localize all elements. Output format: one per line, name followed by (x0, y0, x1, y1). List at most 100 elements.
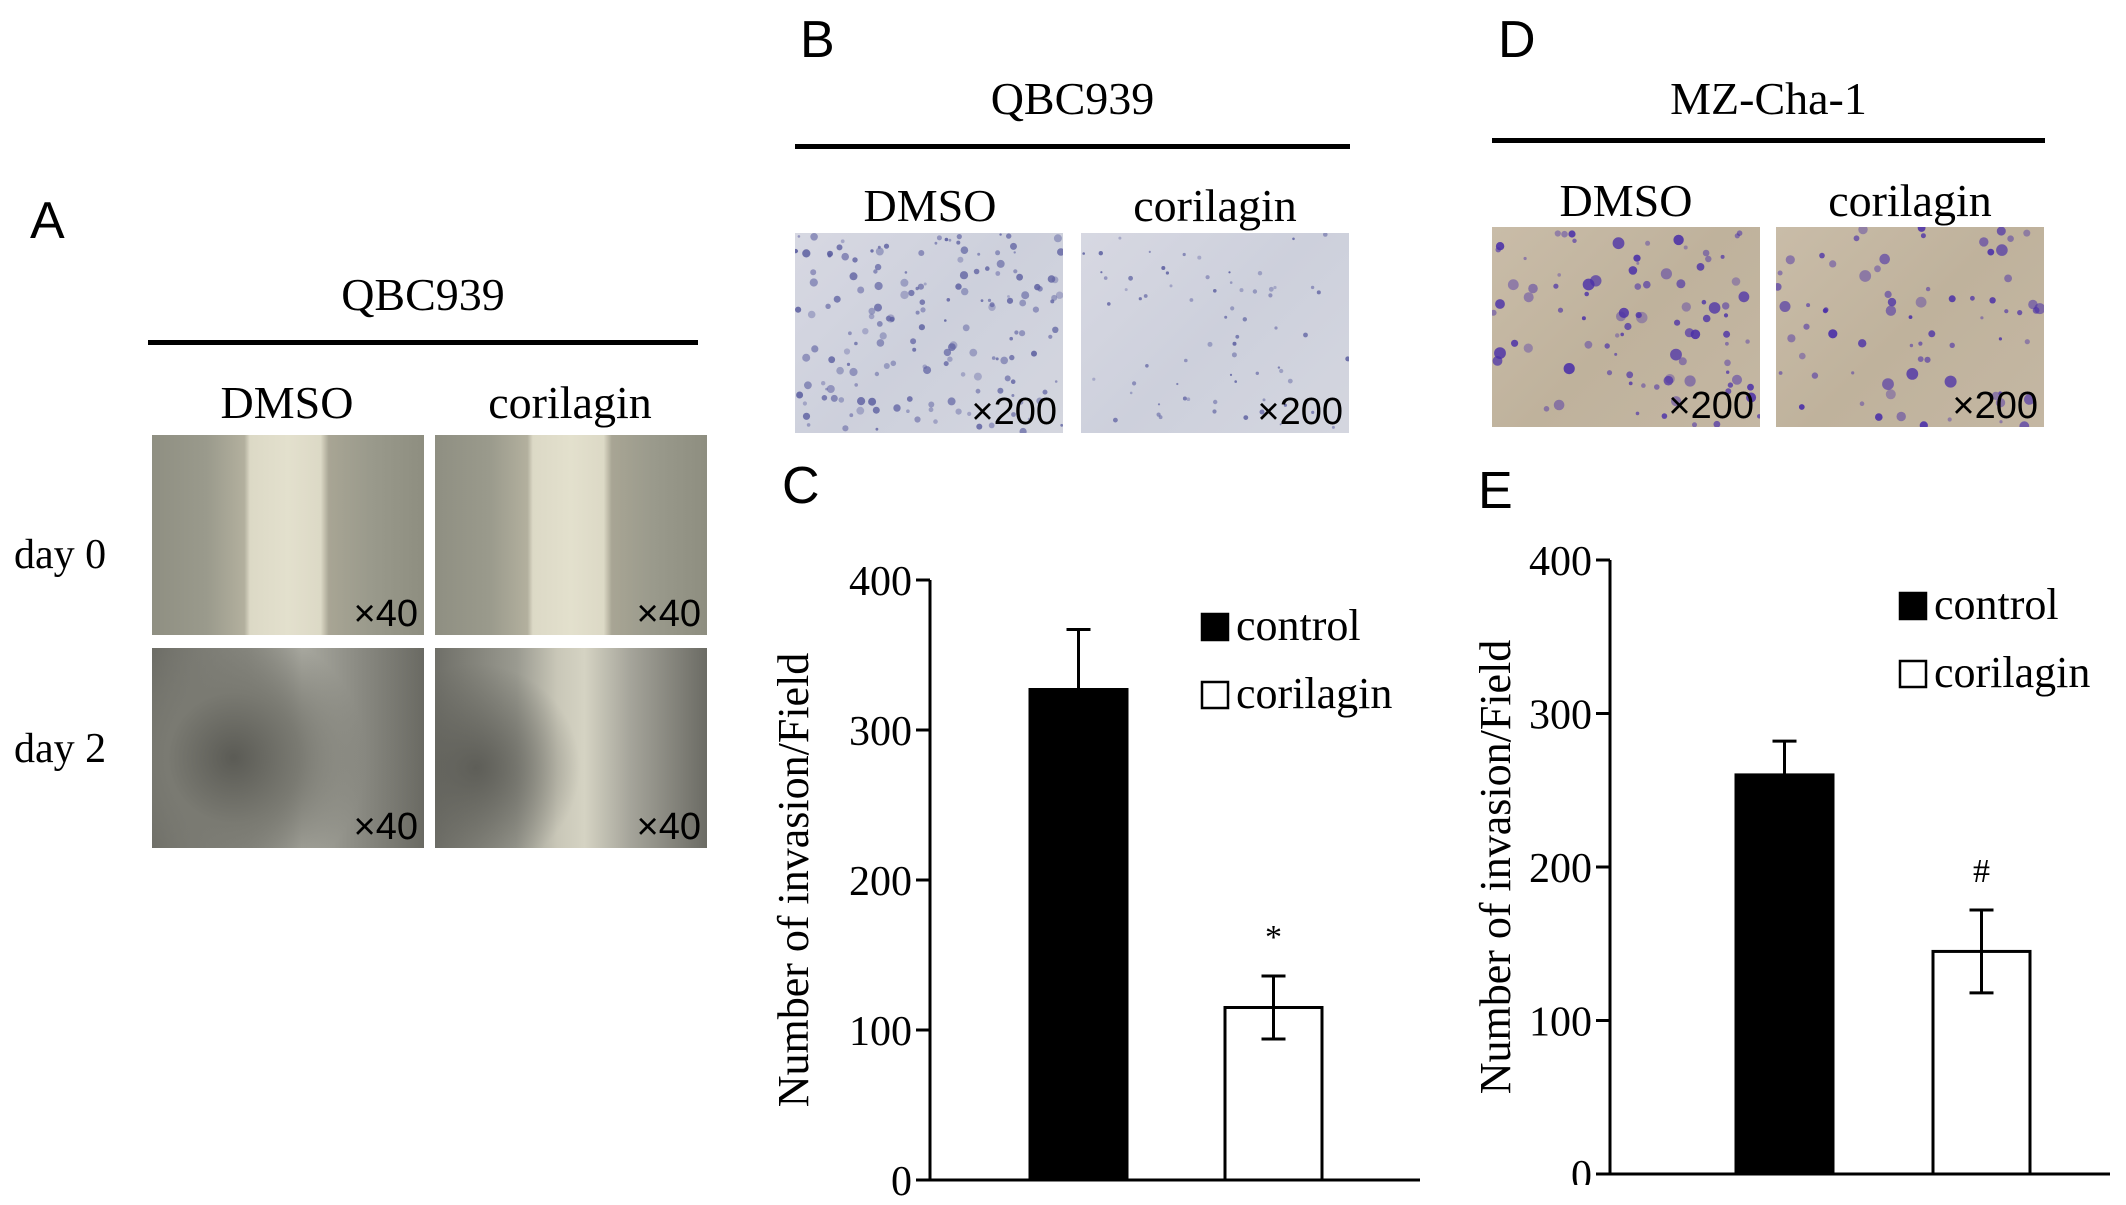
cell-dot (1909, 343, 1914, 348)
cell-dot (1998, 337, 2002, 341)
cell-dot (918, 324, 925, 331)
cell-dot (1259, 409, 1265, 415)
cell-dot (1213, 289, 1217, 293)
y-tick-label: 200 (849, 859, 912, 905)
cell-dot (1303, 332, 1308, 338)
cell-dot (1009, 336, 1013, 341)
cell-dot (876, 339, 885, 347)
cell-dot (877, 245, 881, 249)
cell-dot (840, 239, 845, 244)
cell-dot (1590, 275, 1602, 287)
cell-dot (1232, 341, 1237, 346)
cell-dot (826, 385, 835, 393)
cell-dot (1684, 375, 1696, 387)
bar-chart-e: 0 100 200 300 400 Number of invasion/Field # co… (1471, 539, 2110, 1185)
cell-dot (1189, 298, 1194, 302)
cell-dot (1169, 284, 1173, 288)
cell-dot (838, 397, 845, 403)
cell-dot (1785, 255, 1795, 265)
cell-dot (1274, 326, 1278, 330)
cell-dot (2017, 310, 2023, 316)
bar-control (1028, 688, 1129, 1182)
cell-dot (1779, 301, 1791, 312)
panel-a-rule (148, 340, 698, 345)
cell-dot (2004, 274, 2012, 283)
cell-dot (849, 413, 854, 418)
cell-dot (856, 406, 865, 415)
cell-dot (1696, 263, 1705, 271)
cell-dot (1643, 280, 1651, 289)
legend-swatch (1200, 680, 1230, 710)
cell-dot (1303, 400, 1308, 405)
cell-dot (961, 287, 969, 296)
cell-dot (980, 299, 984, 302)
cell-dot (948, 343, 956, 351)
cell-dot (1492, 309, 1497, 316)
cell-dot (1778, 371, 1783, 375)
cell-dot (1228, 271, 1231, 274)
cell-dot (885, 315, 892, 322)
cell-dot (1243, 415, 1249, 420)
y-tick-label: 100 (1529, 1000, 1592, 1046)
cell-dot (1896, 411, 1906, 422)
cell-dot (1928, 330, 1936, 338)
micrograph-a-dmso-day0: ×40 (152, 435, 424, 635)
cell-dot (875, 427, 879, 431)
y-tick-label: 100 (849, 1009, 912, 1055)
cell-dot (1212, 409, 1217, 414)
cell-dot (1543, 406, 1550, 412)
cell-dot (827, 250, 833, 257)
panel-a-row-day0: day 0 (14, 532, 107, 578)
cell-dot (1720, 254, 1725, 259)
legend-swatch (1898, 659, 1928, 689)
cell-dot (1636, 261, 1640, 265)
cell-dot (1799, 352, 1806, 360)
cell-dot (1683, 245, 1688, 250)
cell-dot (1568, 230, 1576, 238)
panel-b-col-corilagin: corilagin (1133, 180, 1297, 231)
cell-dot (1132, 381, 1137, 386)
cell-dot (1148, 250, 1151, 253)
cell-dot (868, 397, 877, 406)
cell-dot (811, 345, 819, 353)
cell-dot (1676, 279, 1686, 289)
cell-dot (1746, 392, 1757, 403)
cell-dot (830, 394, 838, 402)
cell-dot (1007, 295, 1010, 298)
cell-dot (997, 387, 1004, 394)
cell-dot (846, 362, 851, 366)
significance-mark: # (1973, 853, 1990, 890)
cell-dot (1999, 420, 2003, 424)
cell-dot (991, 356, 996, 360)
cell-dot (1242, 317, 1247, 322)
cell-dot (893, 404, 901, 412)
cell-dot (1882, 378, 1894, 390)
cell-dot (2024, 339, 2030, 345)
cell-dot (1663, 375, 1674, 386)
cell-dot (821, 381, 826, 386)
cell-dot (976, 423, 983, 430)
cell-dot (1021, 291, 1030, 300)
cell-dot (967, 411, 972, 416)
cell-dot (1165, 271, 1169, 275)
cell-dot (1787, 334, 1796, 343)
cell-dot (1052, 326, 1059, 333)
cell-dot (1925, 286, 1931, 292)
cell-dot (1722, 302, 1730, 310)
cell-dot (1262, 398, 1266, 402)
cell-stain-dots (795, 233, 1063, 433)
cell-dot (955, 283, 962, 290)
cell-dot (1060, 423, 1063, 427)
magnification-label: ×200 (1952, 385, 2038, 427)
cell-dot (906, 409, 910, 413)
micrograph-a-corilagin-day2: ×40 (435, 648, 707, 848)
cell-dot (1995, 398, 2006, 408)
cell-dot (1019, 427, 1027, 433)
cell-dot (995, 357, 999, 361)
cell-dot (797, 235, 801, 238)
cell-dot (1725, 388, 1732, 395)
panel-letter-d: D (1498, 11, 1536, 69)
cell-dot (1157, 403, 1161, 406)
cell-dot (1572, 238, 1577, 243)
cell-dot (1006, 233, 1012, 239)
